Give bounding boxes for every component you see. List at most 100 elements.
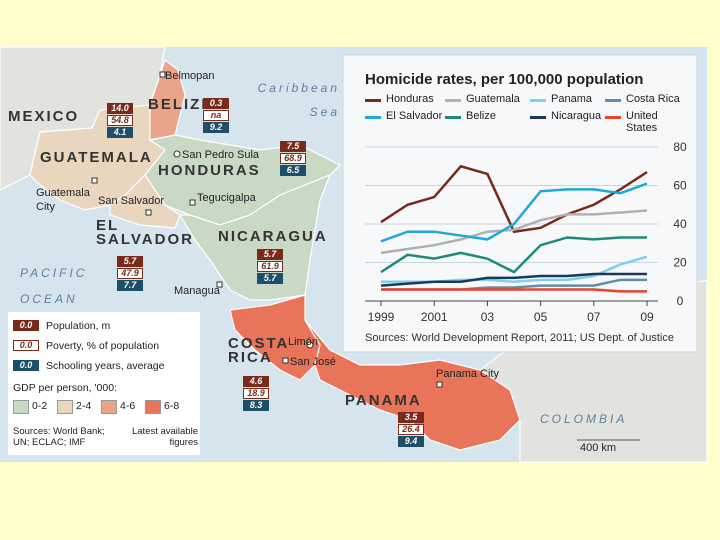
schooling: 4.1 [107, 127, 133, 138]
x-tick-label: 03 [481, 310, 495, 324]
schooling: 7.7 [117, 280, 143, 291]
x-tick-label: 1999 [368, 310, 395, 324]
schooling: 9.2 [203, 122, 229, 133]
legend-key: 0.0 [13, 340, 39, 352]
y-tick-label: 0 [677, 294, 684, 308]
population: 0.3 [203, 98, 229, 109]
schooling: 5.7 [257, 273, 283, 284]
city-markers [91, 71, 443, 388]
gdp-swatch [145, 400, 161, 414]
x-tick-label: 09 [640, 310, 654, 324]
place-label: GUATEMALA [40, 149, 153, 166]
place-label: Guatemala City [36, 187, 90, 213]
gdp-swatch [101, 400, 117, 414]
place-label: San Salvador [98, 195, 165, 207]
y-tick-label: 40 [673, 217, 687, 231]
series-line [380, 236, 647, 274]
series-line [380, 272, 647, 287]
place-label: PACIFIC OCEAN [20, 266, 88, 306]
chart-title: Homicide rates, per 100,000 population [365, 71, 643, 88]
legend-swatch [605, 99, 621, 102]
x-tick-label: 05 [534, 310, 548, 324]
schooling: 9.4 [398, 436, 424, 447]
place-label: BELIZE [148, 96, 214, 113]
place-label: Limón [288, 336, 318, 348]
gdp-swatch [57, 400, 73, 414]
city [216, 281, 223, 288]
place-label: MEXICO [8, 108, 80, 125]
legend-label: United States [626, 110, 658, 134]
place-label: 400 km [580, 442, 617, 454]
place-label: Tegucigalpa [197, 192, 256, 204]
y-tick-label: 60 [673, 179, 687, 193]
city [145, 209, 152, 216]
schooling: 6.5 [280, 165, 306, 176]
legend-swatch [365, 116, 381, 119]
gdp-swatch [13, 400, 29, 414]
poverty: 26.4 [398, 424, 424, 435]
chart-panel [342, 54, 698, 353]
x-tick-label: 07 [587, 310, 601, 324]
nicaragua [178, 173, 332, 301]
gdp-class: 4-6 [120, 400, 136, 412]
poverty: 54.8 [107, 115, 133, 126]
legend-swatch [445, 99, 461, 102]
legend-title: GDP per person, '000: [13, 382, 117, 394]
place-label: San Pedro Sula [182, 149, 260, 161]
place-label: San José [290, 356, 336, 368]
country-stats: 7.5 68.9 6.5 [280, 141, 306, 177]
population: 14.0 [107, 103, 133, 114]
city [436, 381, 443, 388]
poverty: 47.9 [117, 268, 143, 279]
population: 5.7 [257, 249, 283, 260]
poverty: 68.9 [280, 153, 306, 164]
legend-swatch [365, 99, 381, 102]
gdp-class: 2-4 [76, 400, 92, 412]
map-legend: 0.0 Population, m 0.0 Poverty, % of popu… [8, 312, 200, 455]
poverty: na [203, 110, 229, 121]
place-label: EL SALVADOR [96, 217, 194, 248]
city [159, 71, 166, 78]
legend-sample: 0.0 [13, 340, 39, 351]
legend-label: Panama [551, 93, 592, 105]
series-line [380, 164, 648, 234]
legend-swatch [605, 116, 621, 119]
population: 7.5 [280, 141, 306, 152]
series-line [380, 182, 648, 243]
country-stats: 14.0 54.8 4.1 [107, 103, 133, 139]
legend-key: 0.0 [13, 320, 39, 332]
city [173, 150, 181, 158]
series-line [380, 209, 648, 255]
panama [304, 319, 521, 451]
y-tick-label: 80 [673, 140, 687, 154]
legend-note: Latest available figures [131, 426, 198, 448]
legend-sample: 0.0 [13, 360, 39, 371]
place-label: HONDURAS [158, 162, 261, 179]
place-label: NICARAGUA [218, 228, 328, 245]
place-label: COLOMBIA [540, 412, 628, 426]
place-label: Panama City [436, 368, 499, 380]
poverty: 61.9 [257, 261, 283, 272]
legend-label: Nicaragua [551, 110, 602, 122]
legend-text: Schooling years, average [46, 360, 165, 372]
legend-swatch [530, 99, 546, 102]
legend-label: Belize [466, 110, 496, 122]
gdp-class: 0-2 [32, 400, 48, 412]
poverty: 18.9 [243, 388, 269, 399]
place-label: Caribbean Sea [257, 81, 340, 119]
place-label: Belmopan [165, 70, 215, 82]
legend-text: Population, m [46, 320, 111, 332]
place-label: COSTA RICA [228, 335, 289, 366]
legend-sources: Sources: World Bank; UN; ECLAC; IMF [13, 426, 105, 448]
series-line [381, 288, 647, 293]
country-stats: 3.5 26.4 9.4 [398, 412, 424, 448]
city [91, 177, 98, 184]
gdp-class: 6-8 [164, 400, 180, 412]
city [189, 199, 196, 206]
chart-source: Sources: World Development Report, 2011;… [365, 332, 674, 344]
legend-label: Guatemala [466, 93, 520, 105]
country-stats: 0.3 na 9.2 [203, 98, 229, 134]
legend-key: 0.0 [13, 360, 39, 372]
country-stats: 5.7 47.9 7.7 [117, 256, 143, 292]
